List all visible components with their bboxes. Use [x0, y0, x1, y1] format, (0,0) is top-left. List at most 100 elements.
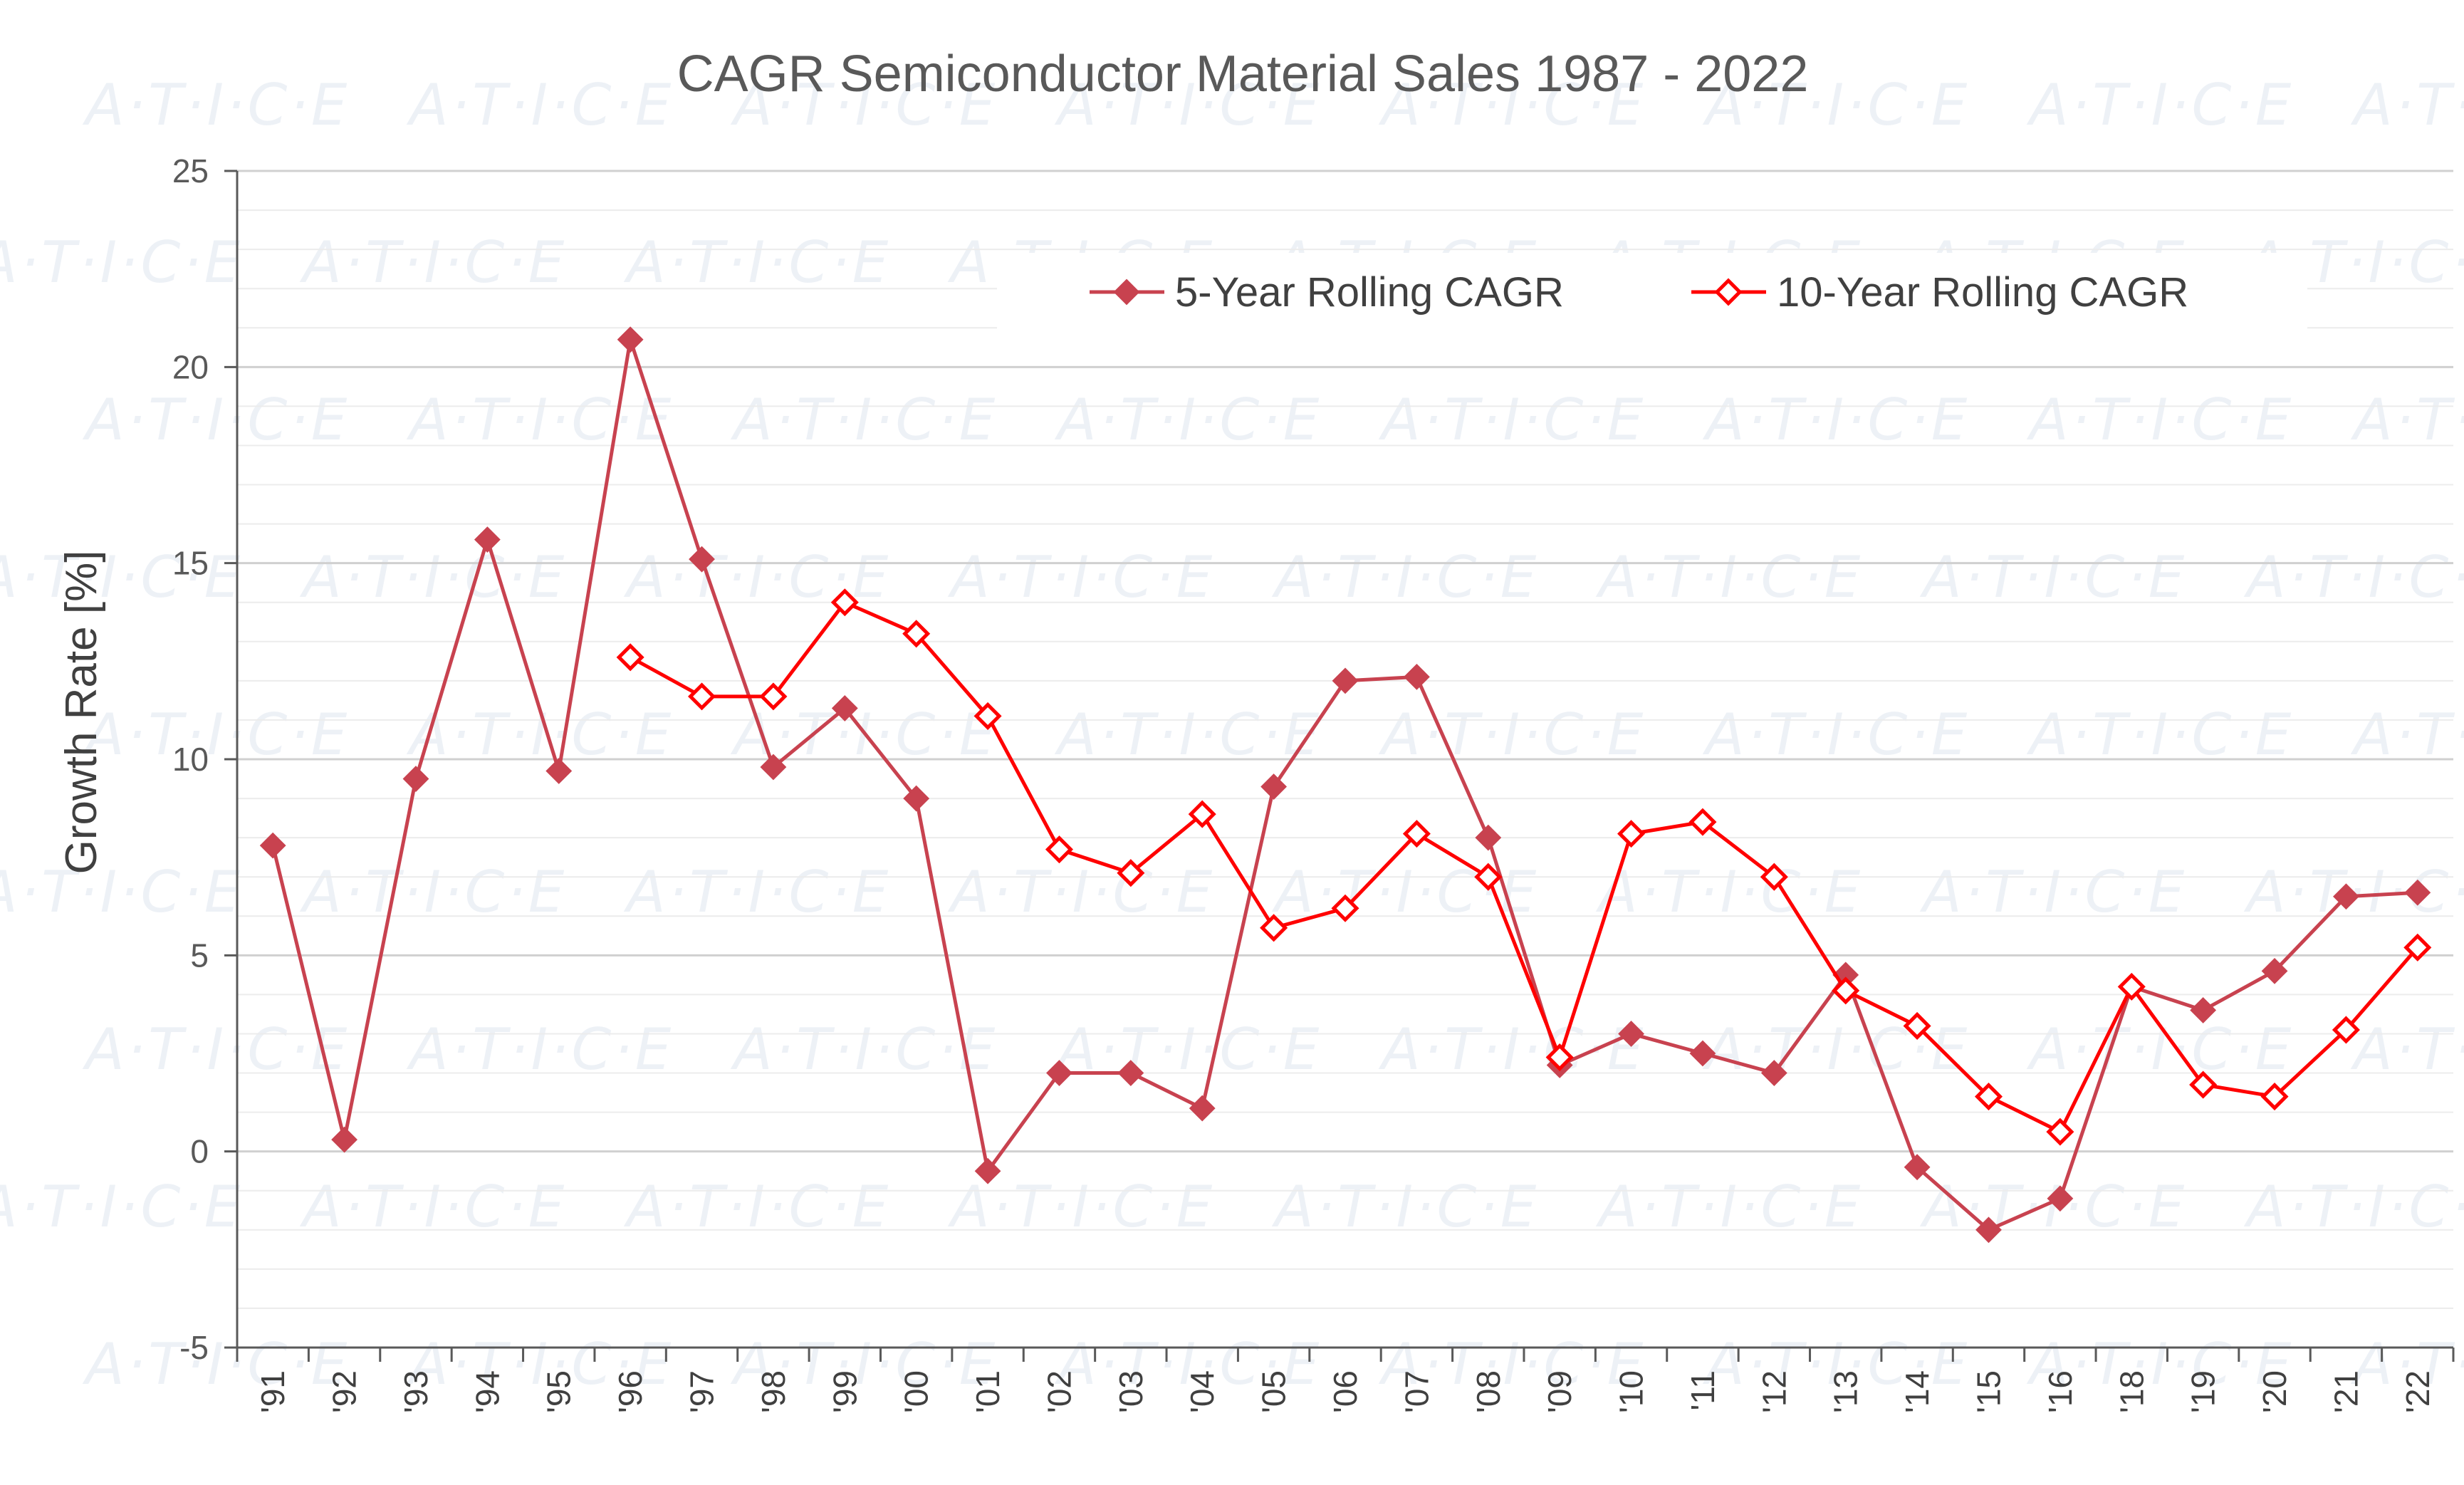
x-tick-label: '13 [1827, 1370, 1864, 1413]
data-point [1688, 808, 1717, 836]
data-point [689, 546, 715, 573]
legend: 5-Year Rolling CAGR 10-Year Rolling CAGR [997, 253, 2307, 331]
watermark-text: A·T·I·C·E [1919, 859, 2187, 925]
watermark-text: A·T·I·C·E [0, 544, 243, 610]
chart-title: CAGR Semiconductor Material Sales 1987 -… [677, 46, 1809, 103]
data-point [2333, 883, 2359, 910]
data-point [259, 832, 286, 859]
watermark-text: A·T·I·C·E [623, 1174, 891, 1240]
x-tick-label: '02 [1040, 1370, 1077, 1413]
watermark-text: A·T·I·C·E [730, 387, 998, 453]
data-point [2117, 972, 2146, 1001]
data-point [1045, 835, 1073, 864]
data-point [1260, 914, 1288, 942]
data-point [1189, 1095, 1216, 1122]
watermark-text: A·T·I·C·E [2026, 702, 2294, 768]
data-point [2403, 933, 2432, 962]
watermark-text: A·T·I·C·E [406, 702, 674, 768]
watermark-text: A·T·I·C·E [1271, 544, 1539, 610]
data-point [1903, 1011, 1931, 1040]
watermark-text: A·T·I·C·E [1054, 1331, 1322, 1397]
watermark-text: A·T·I·C·E [299, 544, 567, 610]
watermark-text: A·T·I·C·E [1054, 387, 1322, 453]
data-point [1760, 1060, 1787, 1086]
x-tick-label: '00 [898, 1370, 935, 1413]
data-point [2261, 957, 2288, 984]
series-line [271, 338, 2418, 1232]
watermark-text: A·T·I·C·E [2350, 1331, 2464, 1397]
data-point [1188, 800, 1216, 828]
x-tick-label: '96 [612, 1370, 649, 1413]
data-point [616, 643, 644, 672]
axes: -5 0 5 10 15 20 25 '91 '92 '93 '94 '95 '96 '97 '98 '99 '… [172, 152, 2455, 1413]
watermark-text: A·T·I·C·E [299, 859, 567, 925]
data-point [903, 785, 930, 812]
watermark-text: A·T·I·C·E [1378, 72, 1646, 138]
watermark-text: A·T·I·C·E [406, 1331, 674, 1397]
watermark-text: A·T·I·C·E [406, 387, 674, 453]
data-point [902, 620, 931, 648]
y-axis-label: Growth Rate [%] [57, 551, 106, 875]
data-point [831, 694, 858, 721]
x-tick-label: '21 [2327, 1370, 2364, 1413]
x-tick-label: '18 [2113, 1370, 2150, 1413]
data-point [1689, 1040, 1716, 1067]
series-1 [259, 326, 2431, 1244]
watermark-text: A·T·I·C·E [82, 1331, 350, 1397]
data-point [617, 326, 644, 353]
x-tick-label: '98 [755, 1370, 792, 1413]
watermark-text: A·T·I·C·E [1702, 387, 1970, 453]
watermark-text: A·T·I·C·E [0, 1174, 243, 1240]
x-tick-label: '03 [1112, 1370, 1149, 1413]
x-tick-label: '08 [1470, 1370, 1507, 1413]
watermark-text: A·T·I·C·E [1054, 702, 1322, 768]
data-point [2189, 1070, 2218, 1099]
watermark-text: A·T·I·C·E [406, 1016, 674, 1083]
watermark-text: A·T·I·C·E [1919, 544, 2187, 610]
watermark-text: A·T·I·C·E [2243, 544, 2464, 610]
y-tick-label: 25 [172, 152, 209, 189]
data-point [1332, 667, 1359, 694]
watermark-text: A·T·I·C·E [0, 859, 243, 925]
data-point [331, 1126, 357, 1153]
watermark-text: A·T·I·C·E [2350, 702, 2464, 768]
watermark-text: A·T·I·C·E [730, 1016, 998, 1083]
watermark-text: A·T·I·C·E [2026, 387, 2294, 453]
series-layer [259, 326, 2432, 1244]
x-tick-label: '20 [2256, 1370, 2293, 1413]
legend-swatch-marker [1113, 278, 1140, 306]
watermark-text: A·T·I·C·E [730, 72, 998, 138]
data-point [1117, 859, 1145, 887]
x-tick-label: '91 [254, 1370, 291, 1413]
x-tick-label: '15 [1970, 1370, 2007, 1413]
watermark-text: A·T·I·C·E [1378, 702, 1646, 768]
x-tick-label: '94 [469, 1370, 506, 1413]
watermark-text: A·T·I·C·E [82, 72, 350, 138]
data-point [1046, 1060, 1072, 1086]
legend-box [997, 253, 2307, 331]
data-point [2404, 879, 2431, 906]
data-point [1474, 863, 1503, 891]
data-point [1475, 824, 1502, 851]
watermark-text: A·T·I·C·E [1595, 544, 1863, 610]
y-tick-label: 15 [172, 545, 209, 582]
data-point [1331, 894, 1359, 922]
watermark-text: A·T·I·C·E [406, 72, 674, 138]
data-point [2046, 1117, 2074, 1146]
y-tick-label: 10 [172, 741, 209, 778]
x-tick-label: '14 [1899, 1370, 1936, 1413]
series-2 [616, 588, 2432, 1146]
watermark-text: A·T·I·C·E [2243, 1174, 2464, 1240]
x-tick-label: '16 [2042, 1370, 2079, 1413]
watermark-text: A·T·I·C·E [730, 1331, 998, 1397]
data-point [2190, 997, 2217, 1023]
data-point [1617, 820, 1646, 848]
watermark-text: A·T·I·C·E [2350, 1016, 2464, 1083]
x-tick-label: '11 [1684, 1370, 1721, 1411]
data-point [1260, 773, 1288, 800]
series-line [629, 600, 2419, 1134]
data-point [830, 588, 859, 617]
watermark-text: A·T·I·C·E [299, 1174, 567, 1240]
watermark-text: A·T·I·C·E [1702, 702, 1970, 768]
data-point [1402, 820, 1431, 848]
